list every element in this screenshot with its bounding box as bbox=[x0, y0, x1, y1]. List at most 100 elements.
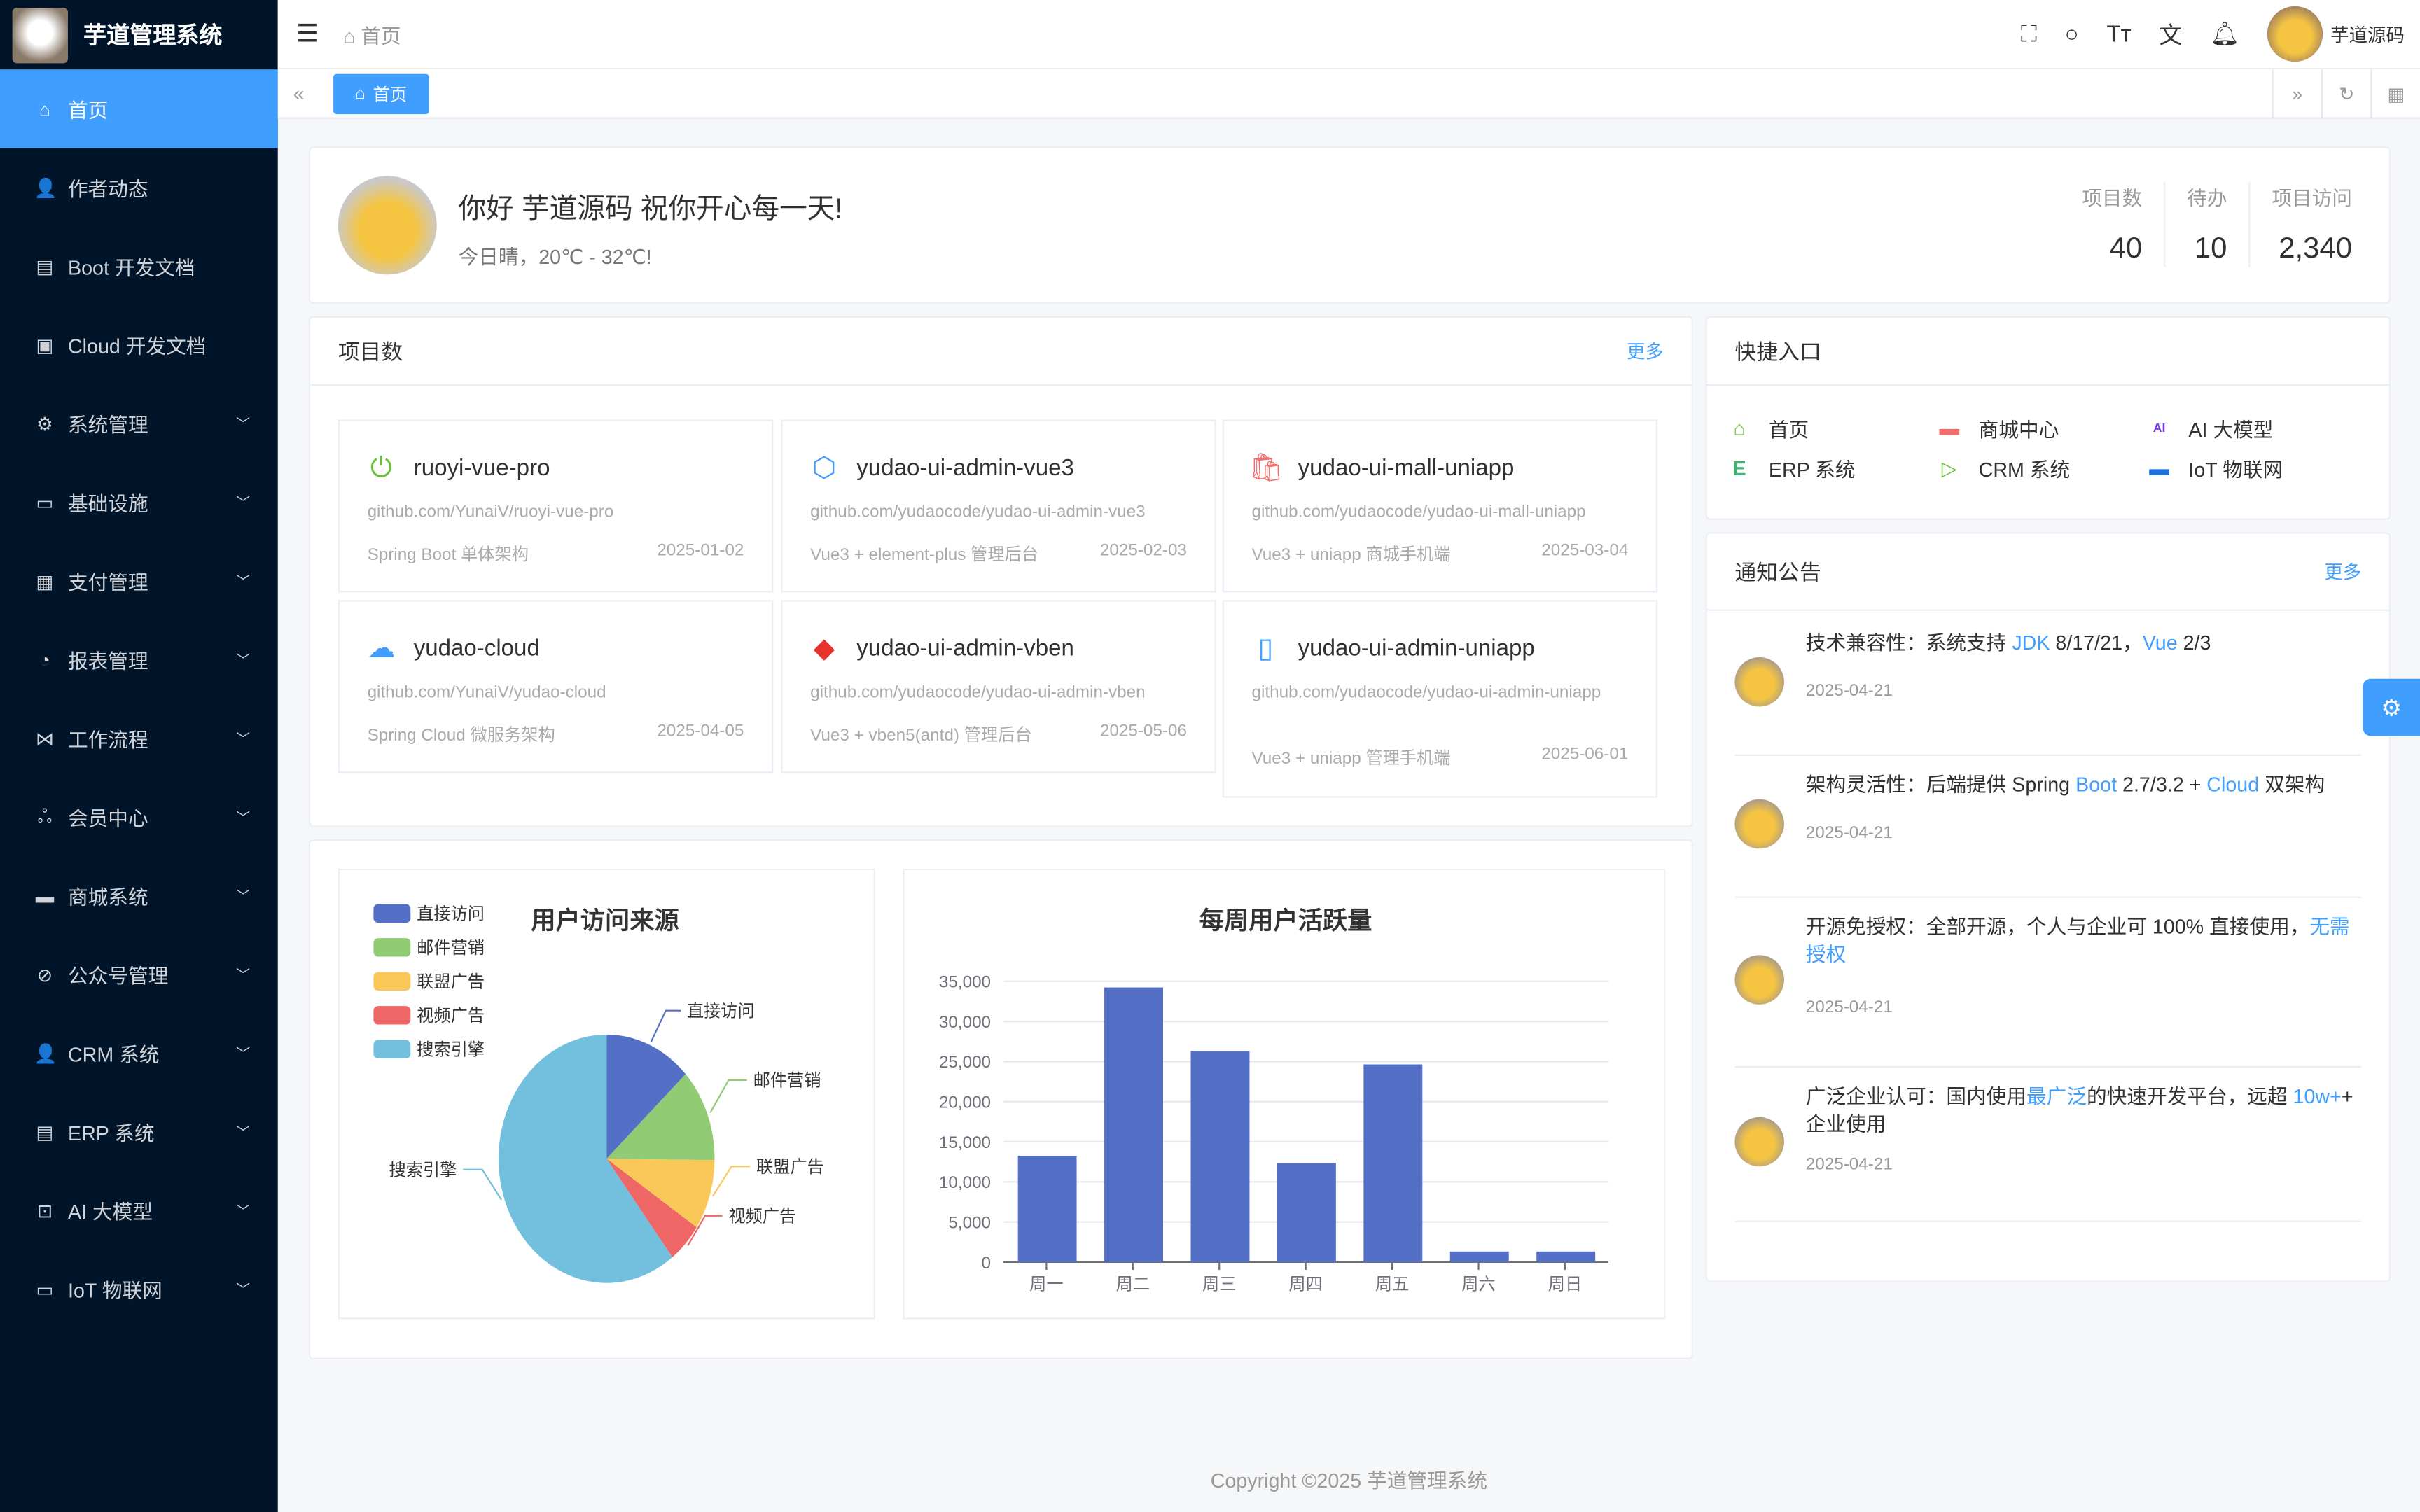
notice-item[interactable]: 开源免授权：全部开源，个人与企业可 100% 直接使用，无需授权 2025-04-… bbox=[1734, 898, 2362, 1068]
quick-entry-5[interactable]: ▬ IoT 物联网 bbox=[2148, 454, 2283, 483]
quick-entry-icon: ▬ bbox=[2149, 456, 2169, 480]
grid-icon[interactable]: ▦ bbox=[2370, 69, 2420, 119]
chevron-down-icon: ﹀ bbox=[236, 810, 251, 826]
project-url[interactable]: github.com/yudaocode/yudao-ui-admin-unia… bbox=[1251, 683, 1601, 702]
sidebar-item-7[interactable]: ◔ 报表管理 ﹀ bbox=[0, 620, 278, 699]
notice-link[interactable]: Vue bbox=[2142, 631, 2178, 654]
notice-link[interactable]: Cloud bbox=[2206, 773, 2260, 797]
sidebar-item-13[interactable]: ▤ ERP 系统 ﹀ bbox=[0, 1093, 278, 1171]
sidebar-item-label: 基础设施 bbox=[67, 492, 148, 516]
notice-item[interactable]: 架构灵活性：后端提供 Spring Boot 2.7/3.2 + Cloud 双… bbox=[1734, 756, 2362, 898]
project-url[interactable]: github.com/YunaiV/ruoyi-vue-pro bbox=[367, 503, 614, 522]
sidebar-item-11[interactable]: ⊘ 公众号管理 ﹀ bbox=[0, 935, 278, 1014]
user-menu[interactable]: 芋道源码 bbox=[2267, 6, 2405, 62]
quick-entry-4[interactable]: ▷ CRM 系统 bbox=[1938, 454, 2070, 483]
sidebar-item-3[interactable]: ▣ Cloud 开发文档 bbox=[0, 305, 278, 384]
sidebar-item-8[interactable]: ⋈ 工作流程 ﹀ bbox=[0, 699, 278, 777]
tag-home[interactable]: ⌂ 首页 bbox=[333, 73, 429, 114]
breadcrumb[interactable]: ⌂ 首页 bbox=[343, 24, 401, 48]
project-url[interactable]: github.com/yudaocode/yudao-ui-admin-vben bbox=[810, 683, 1146, 702]
project-card[interactable]: ⏻ ruoyi-vue-pro github.com/YunaiV/ruoyi-vu… bbox=[338, 419, 774, 593]
chevron-down-icon: ﹀ bbox=[236, 416, 251, 433]
legend-label: 直接访问 bbox=[417, 905, 485, 924]
quick-entry-3[interactable]: E ERP 系统 bbox=[1729, 454, 1855, 483]
notice-avatar bbox=[1734, 799, 1784, 849]
sidebar-item-10[interactable]: ▬ 商城系统 ﹀ bbox=[0, 856, 278, 934]
sidebar-item-label: Cloud 开发文档 bbox=[67, 335, 207, 358]
bar bbox=[1277, 1163, 1336, 1262]
scroll-left-icon[interactable]: « bbox=[293, 81, 305, 105]
project-card[interactable]: ▯ yudao-ui-admin-uniapp github.com/yudaoco… bbox=[1222, 600, 1658, 798]
quick-entry-label: IoT 物联网 bbox=[2188, 458, 2283, 482]
x-tick-label: 周四 bbox=[1288, 1275, 1322, 1294]
project-card[interactable]: ⬡ yudao-ui-admin-vue3 github.com/yudaocode… bbox=[781, 419, 1216, 593]
project-card[interactable]: ☁ yudao-cloud github.com/YunaiV/yudao-clou… bbox=[338, 600, 774, 774]
bar bbox=[1449, 1251, 1509, 1262]
notice-text: 2.7/3.2 + bbox=[2117, 773, 2207, 797]
translate-icon[interactable]: 文 bbox=[2159, 22, 2183, 49]
sidebar-item-1[interactable]: 👤 作者动态 bbox=[0, 148, 278, 227]
project-desc: Spring Boot 单体架构 bbox=[367, 546, 529, 565]
quick-entry-2[interactable]: AI AI 大模型 bbox=[2148, 414, 2274, 443]
menu-toggle-icon[interactable]: ☰ bbox=[296, 21, 319, 48]
sidebar-item-5[interactable]: ▭ 基础设施 ﹀ bbox=[0, 463, 278, 541]
sidebar-item-4[interactable]: ⚙ 系统管理 ﹀ bbox=[0, 384, 278, 463]
app-logo[interactable]: 芋道管理系统 bbox=[0, 0, 278, 69]
notice-link[interactable]: 10w+ bbox=[2293, 1084, 2342, 1108]
notice-text: 技术兼容性：系统支持 bbox=[1805, 631, 2012, 654]
chevron-down-icon: ﹀ bbox=[236, 967, 251, 983]
projects-more-link[interactable]: 更多 bbox=[1627, 341, 1664, 363]
sidebar: 芋道管理系统 ⌂ 首页 👤 作者动态 ▤ Boot 开发文档 ▣ Cloud 开发文档 ⚙ 系统管… bbox=[0, 0, 278, 1512]
notice-link[interactable]: 最广泛 bbox=[2026, 1084, 2087, 1108]
scroll-right-icon[interactable]: » bbox=[2272, 69, 2321, 119]
notice-link[interactable]: JDK bbox=[2012, 631, 2050, 654]
notice-item[interactable]: 广泛企业认可：国内使用最广泛的快速开发平台，远超 10w++ 企业使用 2025-… bbox=[1734, 1068, 2362, 1222]
bell-icon[interactable]: 🔔︎ bbox=[2210, 21, 2240, 48]
sidebar-item-2[interactable]: ▤ Boot 开发文档 bbox=[0, 227, 278, 305]
sidebar-item-label: CRM 系统 bbox=[67, 1042, 160, 1067]
chevron-down-icon: ﹀ bbox=[236, 1124, 251, 1140]
project-date: 2025-03-04 bbox=[1541, 541, 1629, 561]
legend-label: 邮件营销 bbox=[417, 939, 485, 958]
x-tick-label: 周一 bbox=[1029, 1275, 1063, 1294]
document-icon: ▤ bbox=[36, 255, 54, 277]
project-date: 2025-06-01 bbox=[1541, 745, 1629, 764]
legend-swatch bbox=[373, 1006, 411, 1025]
notice-link[interactable]: Boot bbox=[2075, 773, 2118, 797]
project-icon: ☁ bbox=[367, 632, 396, 664]
notice-text: 2/3 bbox=[2177, 631, 2211, 654]
stat-2: 项目访问 2,340 bbox=[2248, 182, 2352, 267]
logo-image bbox=[12, 6, 68, 63]
notice-link[interactable]: 无需授权 bbox=[1805, 915, 2350, 966]
project-card[interactable]: ◆ yudao-ui-admin-vben github.com/yudaocode… bbox=[781, 600, 1216, 774]
sidebar-item-0[interactable]: ⌂ 首页 bbox=[0, 69, 278, 148]
wallet-icon: ▦ bbox=[36, 570, 54, 592]
quick-entry-0[interactable]: ⌂ 首页 bbox=[1729, 414, 1809, 443]
project-url[interactable]: github.com/yudaocode/yudao-ui-mall-uniap… bbox=[1251, 503, 1586, 522]
projects-card: 项目数 更多 ⏻ ruoyi-vue-pro github.com/YunaiV/ru… bbox=[308, 316, 1693, 827]
project-desc: Vue3 + element-plus 管理后台 bbox=[810, 546, 1039, 565]
sidebar-item-label: 支付管理 bbox=[67, 570, 148, 594]
sidebar-item-12[interactable]: 👤 CRM 系统 ﹀ bbox=[0, 1014, 278, 1092]
notices-more-link[interactable]: 更多 bbox=[2324, 561, 2362, 584]
font-size-icon[interactable]: Tт bbox=[2106, 20, 2132, 48]
project-desc: Vue3 + uniapp 商城手机端 bbox=[1251, 546, 1451, 565]
sidebar-item-15[interactable]: ▭ IoT 物联网 ﹀ bbox=[0, 1250, 278, 1328]
legend-swatch bbox=[373, 972, 411, 991]
quick-entry-label: 商城中心 bbox=[1978, 418, 2059, 442]
sidebar-item-14[interactable]: ⊡ AI 大模型 ﹀ bbox=[0, 1171, 278, 1250]
quick-entry-1[interactable]: ▬ 商城中心 bbox=[1938, 414, 2059, 443]
project-date: 2025-05-06 bbox=[1099, 722, 1187, 741]
fullscreen-icon[interactable]: ⛶ bbox=[2020, 20, 2037, 48]
search-icon[interactable]: ○ bbox=[2064, 20, 2079, 48]
project-card[interactable]: 🛍 yudao-ui-mall-uniapp github.com/yudaocod… bbox=[1222, 419, 1658, 593]
breadcrumb-home[interactable]: 首页 bbox=[361, 24, 401, 48]
notice-item[interactable]: 技术兼容性：系统支持 JDK 8/17/21，Vue 2/3 2025-04-21 bbox=[1734, 614, 2362, 757]
project-url[interactable]: github.com/yudaocode/yudao-ui-admin-vue3 bbox=[810, 503, 1146, 522]
refresh-icon[interactable]: ↻ bbox=[2321, 69, 2371, 119]
sidebar-item-6[interactable]: ▦ 支付管理 ﹀ bbox=[0, 542, 278, 620]
project-url[interactable]: github.com/YunaiV/yudao-cloud bbox=[367, 683, 606, 702]
project-name: yudao-ui-admin-vue3 bbox=[856, 455, 1074, 482]
settings-button[interactable]: ⚙ bbox=[2363, 678, 2420, 736]
sidebar-item-9[interactable]: ஃ 会员中心 ﹀ bbox=[0, 778, 278, 856]
